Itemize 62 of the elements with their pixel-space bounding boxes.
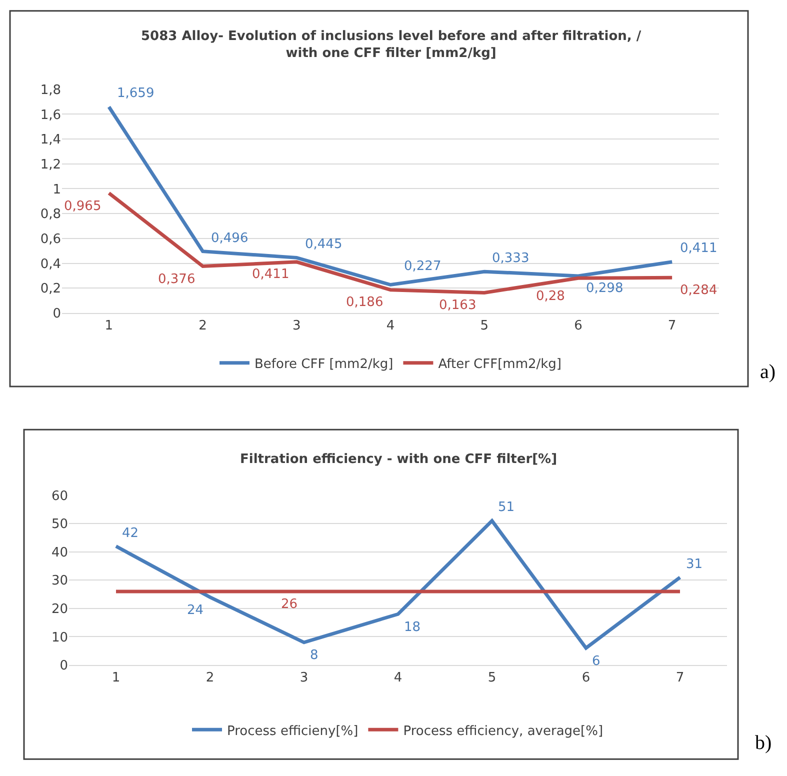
data-label: 51: [498, 500, 515, 515]
data-label: 0,445: [305, 237, 342, 252]
y-tick-label: 1,6: [40, 108, 61, 123]
x-tick-label: 7: [676, 670, 684, 686]
x-tick-label: 1: [112, 670, 120, 686]
data-label: 0,28: [536, 289, 565, 304]
x-tick-label: 2: [206, 670, 214, 686]
y-tick-label: 20: [51, 602, 68, 618]
data-label: 24: [187, 603, 204, 618]
data-label: 0,284: [680, 283, 718, 298]
data-label: 0,965: [64, 199, 102, 214]
x-tick-label: 6: [574, 318, 582, 334]
x-tick-label: 7: [668, 318, 676, 334]
x-tick-label: 1: [104, 318, 114, 334]
data-label: 0,411: [252, 267, 290, 282]
data-label: 8: [310, 648, 318, 663]
data-label: 0,496: [211, 231, 248, 246]
data-label: 0,411: [680, 241, 718, 256]
x-tick-label: 3: [292, 318, 301, 334]
y-tick-label: 0,6: [40, 232, 61, 247]
data-label: 0,227: [404, 259, 442, 274]
y-tick-label: 0,8: [40, 207, 61, 222]
data-label: 26: [281, 597, 298, 612]
data-label: 1,659: [117, 86, 154, 101]
x-tick-label: 2: [198, 318, 207, 334]
data-label: 31: [686, 557, 703, 572]
text: b): [755, 732, 772, 754]
data-label: 0,333: [492, 251, 530, 266]
y-tick-label: 0,4: [40, 256, 61, 272]
y-tick-label: 60: [51, 488, 68, 504]
chart-title: 5083 Alloy- Evolution of inclusions level before and after filtration, / with one CFF filter [mm2/kg]: [141, 29, 642, 61]
data-label: 6: [592, 654, 600, 669]
legend-label: After CFF[mm2/kg]: [438, 356, 562, 372]
legend-label: Process efficieny[%]: [227, 724, 358, 739]
data-label: 0,376: [158, 272, 196, 287]
y-tick-label: 10: [51, 630, 68, 646]
data-label: 0,163: [439, 298, 476, 313]
y-tick-label: 40: [51, 545, 68, 560]
data-label: 42: [122, 526, 139, 541]
x-tick-label: 3: [300, 670, 308, 686]
y-tick-label: 0,2: [40, 282, 61, 297]
y-tick-label: 0: [60, 658, 68, 674]
chart-title: Filtration efficiency - with one CFF filter[%]: [240, 452, 558, 467]
data-label: 0,186: [346, 295, 384, 310]
y-tick-label: 0: [52, 306, 61, 322]
legend-label: Before CFF [mm2/kg]: [254, 356, 394, 372]
y-tick-label: 1: [52, 182, 61, 198]
line-series: [114, 519, 682, 650]
x-tick-label: 5: [480, 318, 488, 334]
y-tick-label: 1,8: [40, 82, 61, 98]
x-tick-label: 5: [488, 670, 496, 686]
y-tick-label: 50: [51, 517, 68, 532]
y-tick-label: 30: [51, 574, 68, 589]
text: a): [760, 361, 776, 383]
x-tick-label: 4: [386, 318, 395, 334]
x-tick-label: 4: [394, 670, 402, 686]
y-tick-label: 1,2: [40, 157, 61, 172]
data-label: 18: [404, 620, 421, 635]
y-tick-label: 1,4: [40, 132, 61, 148]
x-tick-label: 6: [582, 670, 590, 686]
legend-label: Process efficiency, average[%]: [403, 724, 604, 739]
data-label: 0,298: [586, 281, 624, 296]
